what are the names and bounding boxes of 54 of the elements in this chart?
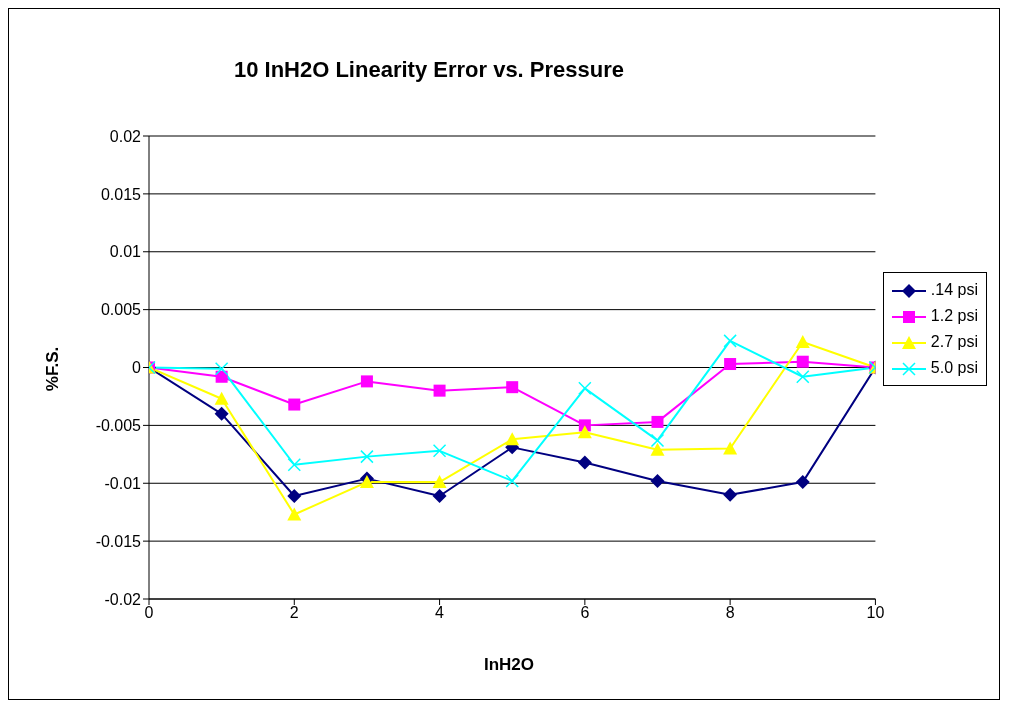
- x-tick-label: 4: [435, 604, 445, 622]
- y-tick-label: 0: [132, 359, 142, 377]
- point: [432, 488, 447, 503]
- y-tick-label: 0.015: [100, 185, 142, 203]
- point: [432, 444, 447, 458]
- point: [795, 335, 810, 349]
- y-tick-label: -0.01: [104, 474, 142, 492]
- point: [505, 474, 519, 488]
- point: [287, 457, 302, 472]
- x-tick-label: 8: [725, 604, 735, 622]
- point: [287, 488, 302, 503]
- y-tick-label: 0.005: [100, 301, 142, 319]
- legend-label: 5.0 psi: [930, 359, 978, 376]
- x-axis-title: InH2O: [482, 655, 536, 675]
- point: [650, 433, 665, 448]
- point: [506, 381, 519, 394]
- point: [650, 442, 665, 456]
- y-tick-label: 0.01: [109, 243, 142, 261]
- x-tick-label: 10: [866, 604, 885, 622]
- y-axis-title: %F.S.: [43, 346, 63, 392]
- legend-label: .14 psi: [930, 281, 978, 298]
- point: [578, 381, 592, 396]
- y-tick-label: 0.02: [109, 127, 142, 145]
- point: [796, 355, 809, 368]
- point: [360, 375, 373, 388]
- legend-label: 1.2 psi: [930, 307, 978, 324]
- y-tick-label: -0.015: [95, 532, 142, 550]
- point: [360, 449, 374, 464]
- point: [723, 487, 738, 502]
- point: [214, 361, 229, 376]
- point: [651, 415, 664, 428]
- x-tick-label: 2: [289, 604, 299, 622]
- point: [795, 475, 810, 490]
- point: [214, 391, 229, 405]
- legend-label: 2.7 psi: [930, 333, 978, 350]
- point: [796, 370, 810, 384]
- point: [723, 441, 738, 455]
- y-tick-label: -0.005: [95, 417, 142, 435]
- x-tick-label: 0: [144, 604, 154, 622]
- y-tick-label: -0.02: [104, 590, 142, 608]
- point: [288, 398, 301, 411]
- chart-title: 10 InH2O Linearity Error vs. Pressure: [232, 57, 626, 83]
- point: [577, 455, 592, 470]
- point: [433, 384, 446, 397]
- point: [359, 475, 374, 489]
- point: [214, 406, 229, 421]
- point: [505, 432, 520, 446]
- point: [432, 475, 447, 489]
- point: [287, 507, 302, 521]
- point: [577, 425, 592, 439]
- point: [723, 334, 737, 348]
- x-tick-label: 6: [580, 604, 590, 622]
- point: [650, 473, 665, 488]
- point: [724, 358, 737, 371]
